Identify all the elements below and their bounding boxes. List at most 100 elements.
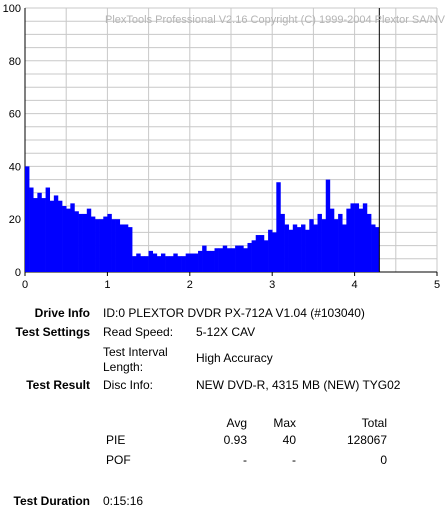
chart-bar (375, 227, 380, 272)
chart-bar (132, 256, 137, 272)
chart-bar (202, 245, 207, 272)
test-duration-value: 0:15:16 (103, 494, 144, 508)
chart-bars (25, 166, 380, 272)
stats-row-avg: - (243, 453, 247, 467)
chart-bar (181, 256, 186, 272)
chart-bar (111, 219, 116, 272)
chart-bar (268, 229, 273, 272)
chart-bar (362, 203, 368, 272)
chart-bar (169, 256, 174, 272)
chart-bar (198, 250, 203, 272)
chart-bar (305, 229, 310, 272)
chart-bar (33, 198, 38, 272)
chart-bar (366, 213, 372, 272)
chart-bar (103, 216, 108, 272)
stats-row-avg: 0.93 (223, 433, 247, 447)
chart-bar (173, 253, 178, 272)
chart-bar (185, 253, 191, 272)
chart-bar (156, 256, 162, 272)
chart-bar (338, 213, 343, 272)
disc-info-value: NEW DVD-R, 4315 MB (NEW) TYG02 (196, 378, 401, 392)
chart-bar (123, 224, 129, 272)
chart-bar (334, 219, 339, 272)
chart-bar (148, 250, 154, 272)
chart-watermark: PlexTools Professional V2.16 Copyright (… (105, 14, 446, 26)
chart-bar (90, 216, 96, 272)
chart-bar (37, 192, 42, 272)
chart-bar (255, 235, 261, 272)
test-settings-label: Test Settings (15, 325, 90, 339)
chart-bar (99, 219, 104, 272)
chart-bar (25, 166, 30, 272)
chart-bar (301, 224, 306, 272)
stats-row-max: 40 (282, 433, 296, 447)
chart-bar (259, 235, 265, 272)
chart-bar (165, 256, 170, 272)
y-tick-label: 60 (9, 109, 21, 121)
chart-bar (115, 219, 121, 272)
y-tick-label: 40 (9, 161, 21, 173)
chart-bar (243, 248, 248, 272)
chart-bar (325, 179, 331, 272)
x-tick-label: 3 (269, 279, 275, 291)
chart-bar (284, 224, 289, 272)
stats-row-max: - (292, 453, 296, 467)
chart-bar (189, 253, 195, 272)
chart-bar (140, 256, 145, 272)
chart-bar (66, 208, 71, 272)
chart-bar (272, 232, 277, 272)
read-speed-value: 5-12X CAV (196, 325, 256, 339)
x-axis-ticks: 0 1 2 3 4 5 (22, 272, 440, 291)
chart-bar (210, 250, 215, 272)
chart-bar (346, 208, 351, 272)
stats-header-avg: Avg (226, 416, 247, 430)
chart-bar (317, 213, 322, 272)
chart-bar (160, 253, 166, 272)
chart-bar (128, 227, 133, 272)
chart-bar (280, 213, 285, 272)
chart-bar (144, 256, 149, 272)
chart-bar (276, 182, 281, 272)
chart-bar (239, 245, 244, 272)
chart-bar (251, 240, 257, 272)
chart-bar (206, 250, 211, 272)
chart-bar (218, 248, 224, 272)
chart-bar (119, 224, 125, 272)
stats-header-max: Max (273, 416, 296, 430)
chart-bar (342, 224, 347, 272)
chart-bar (313, 224, 318, 272)
x-tick-label: 1 (104, 279, 110, 291)
x-tick-label: 2 (187, 279, 193, 291)
chart-bar (354, 203, 360, 272)
chart-bar (247, 242, 252, 272)
y-tick-label: 20 (9, 214, 21, 226)
chart-bar (350, 203, 355, 272)
chart-bar (45, 187, 51, 272)
chart-bar (214, 248, 219, 272)
chart-bar (62, 206, 67, 272)
chart-bar (309, 219, 314, 272)
pie-chart: PlexTools Professional V2.16 Copyright (… (3, 3, 446, 291)
chart-bar (70, 203, 75, 272)
chart-bar (57, 200, 63, 272)
chart-bar (292, 224, 298, 272)
chart-bar (82, 213, 88, 272)
stats-row-name: POF (106, 453, 131, 467)
chart-bar (95, 219, 100, 272)
test-interval-label-line1: Test Interval (103, 345, 168, 359)
chart-bar (29, 187, 34, 272)
chart-bar (86, 208, 92, 272)
stats-row-total: 0 (380, 453, 387, 467)
y-tick-label: 0 (15, 267, 21, 279)
drive-info-value: ID:0 PLEXTOR DVDR PX-712A V1.04 (#103040… (103, 306, 365, 320)
chart-bar (226, 248, 232, 272)
chart-bar (329, 208, 335, 272)
stats-row-total: 128067 (346, 433, 387, 447)
chart-bar (222, 245, 228, 272)
read-speed-label: Read Speed: (103, 325, 174, 339)
test-interval-value: High Accuracy (196, 351, 273, 365)
y-tick-label: 100 (3, 3, 21, 15)
chart-bar (288, 229, 294, 272)
stats-header-total: Total (361, 416, 387, 430)
chart-bar (107, 213, 112, 272)
